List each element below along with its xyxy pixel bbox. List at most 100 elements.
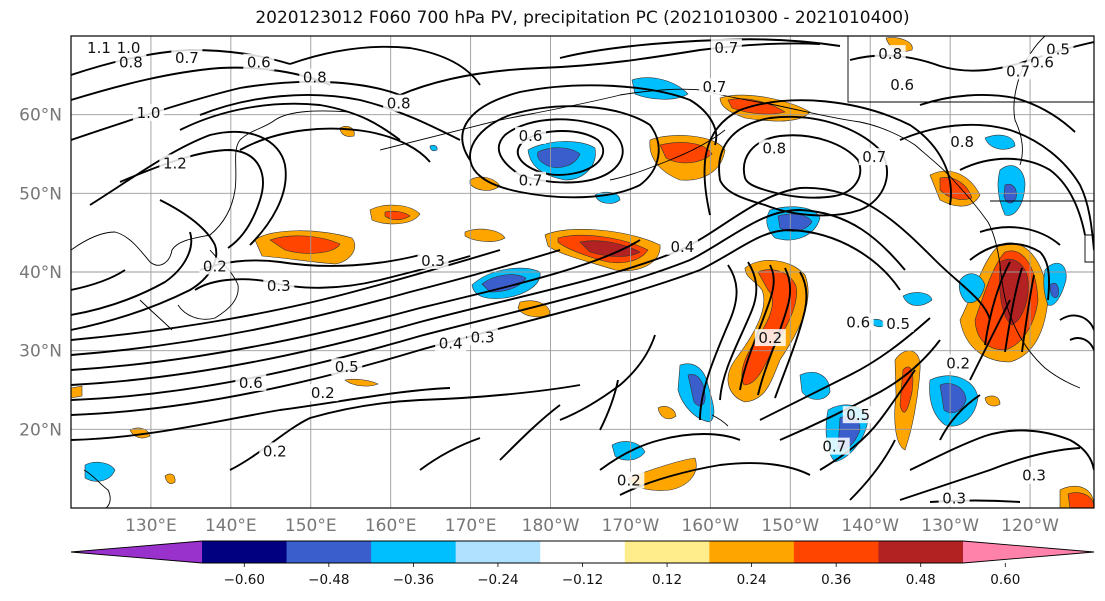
contour-label: 0.7	[702, 78, 726, 96]
colorbar: −0.60 −0.48 −0.36 −0.24 −0.12 0.12 0.24 0.36 0.4…	[70, 540, 1095, 588]
pv-contour	[516, 130, 605, 176]
precip-patch	[627, 457, 697, 491]
colorbar-tick-label: 0.48	[906, 572, 936, 588]
contour-label: 0.8	[303, 69, 327, 87]
pv-contour	[599, 379, 619, 431]
x-tick-label: 160°E	[365, 516, 417, 536]
colorbar-segment	[455, 541, 541, 563]
contour-label-bg	[199, 257, 231, 275]
contour-label: 0.2	[946, 354, 970, 372]
contour-label-bg	[1002, 62, 1034, 80]
contour-label-bg	[243, 53, 275, 71]
pv-contour	[71, 231, 193, 316]
precip-patch	[902, 292, 933, 306]
x-tick-label: 170°E	[445, 516, 497, 536]
contour-label-bg	[858, 148, 890, 166]
x-tick-label: 140°E	[205, 516, 257, 536]
precip-patch	[579, 240, 641, 257]
contour-label: 0.3	[267, 277, 291, 295]
contour-label-bg	[467, 328, 499, 346]
contour-label-bg	[1018, 466, 1050, 484]
contour-label-bg	[842, 313, 874, 331]
colorbar-segment	[624, 541, 710, 563]
pv-contour	[757, 267, 792, 396]
contour-label: 0.6	[1030, 54, 1054, 72]
contour-label-bg	[666, 237, 698, 255]
precip-patch	[611, 441, 646, 461]
contour-label-bg	[874, 45, 906, 63]
colorbar-extend-low	[71, 541, 202, 563]
colorbar-tick-label: −0.12	[562, 572, 603, 588]
y-tick-label: 20°N	[19, 420, 62, 440]
contour-label-bg	[113, 38, 145, 56]
precip-patch	[481, 274, 527, 293]
pv-contour	[719, 261, 758, 401]
colorbar-tick-label: −0.48	[308, 572, 349, 588]
pv-contour	[619, 462, 811, 496]
precip-patch	[71, 385, 83, 399]
precip-patch	[344, 378, 379, 387]
precip-patch	[631, 77, 689, 100]
pv-contours	[71, 38, 1094, 503]
colorbar-tick-label: 0.24	[737, 572, 767, 588]
x-tick-label: 130°W	[921, 516, 979, 536]
chart-title: 2020123012 F060 700 hPa PV, precipitatio…	[255, 8, 910, 28]
contour-label: 0.5	[846, 406, 870, 424]
pv-contour	[919, 94, 1076, 133]
pv-contour	[759, 317, 931, 421]
pv-contour	[71, 249, 561, 356]
precip-patch	[657, 406, 677, 420]
contour-label: 0.8	[878, 45, 902, 63]
x-tick-label: 120°W	[1001, 516, 1059, 536]
x-tick-label: 130°E	[125, 516, 177, 536]
pv-contour	[743, 134, 862, 199]
contour-label-bg	[235, 373, 267, 391]
pv-contour	[461, 84, 718, 161]
pv-contour	[939, 394, 981, 441]
contour-label: 0.6	[247, 54, 271, 72]
contour-label-bg	[842, 406, 874, 424]
precip-patch	[939, 383, 967, 413]
contour-label-bg	[754, 329, 786, 347]
precip-patch	[984, 134, 1016, 150]
contour-label: 0.7	[862, 148, 886, 166]
contour-label: 0.3	[421, 252, 445, 270]
contour-label: 0.6	[519, 127, 543, 145]
pv-contour	[399, 42, 821, 96]
contour-label-bg	[758, 139, 790, 157]
pv-contour	[819, 369, 916, 471]
pv-contour	[849, 439, 896, 501]
contour-label: 0.6	[239, 374, 263, 392]
colorbar-outline	[70, 540, 1095, 564]
pv-contour	[71, 229, 901, 416]
pv-contour	[71, 239, 641, 371]
contour-label-bg	[299, 68, 331, 86]
colorbar-segment	[709, 541, 795, 563]
pv-contour	[959, 157, 1086, 236]
contour-label-bg	[263, 277, 295, 295]
colorbar-tick-label: 0.60	[990, 572, 1020, 588]
contour-label: 0.2	[758, 329, 782, 347]
pv-contour	[969, 299, 1011, 381]
contour-label: 0.7	[175, 49, 199, 67]
contour-label: 0.3	[942, 490, 966, 508]
colorbar-segment	[371, 541, 457, 563]
contour-label: 0.2	[263, 442, 287, 460]
precip-patch	[1049, 282, 1059, 298]
contour-label-bg	[307, 384, 339, 402]
pv-contour	[1069, 337, 1094, 351]
colorbar-segment	[202, 541, 288, 563]
contour-label-bg	[171, 49, 203, 67]
contour-labels: 1.1 1.00.8 0.7 0.60.80.81.01.20.60.70.70.7 0…	[83, 38, 1074, 508]
contour-label: 0.4	[439, 335, 463, 353]
precip-patch	[727, 98, 786, 115]
contour-label: 1.0	[137, 104, 161, 122]
contour-label: 1.0	[117, 39, 141, 57]
x-tick-label: 140°W	[841, 516, 899, 536]
contour-label: 0.6	[890, 76, 914, 94]
x-tick-label: 170°W	[602, 516, 660, 536]
contour-label: 0.6	[846, 313, 870, 331]
contour-label: 1.2	[163, 154, 187, 172]
colorbar-tick-label: 0.12	[652, 572, 682, 588]
colorbar-segment	[878, 541, 964, 563]
